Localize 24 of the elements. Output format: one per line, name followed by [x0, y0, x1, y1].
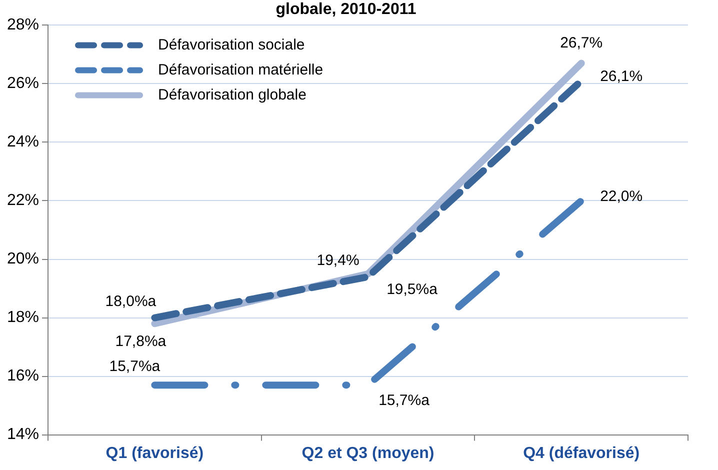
y-tick-label: 26% [6, 75, 40, 92]
data-label: 17,8%a [115, 332, 167, 350]
data-label: 18,0%a [105, 292, 157, 310]
data-label: 22,0% [600, 188, 643, 205]
chart-title: globale, 2010-2011 [276, 1, 416, 18]
legend-label: Défavorisation sociale [158, 36, 305, 54]
y-tick-label: 18% [6, 309, 40, 326]
data-label: 19,5%a [386, 281, 438, 298]
x-tick-label: Q1 (favorisé) [106, 444, 204, 462]
x-tick-label: Q2 et Q3 (moyen) [302, 444, 434, 462]
legend-label: Défavorisation matérielle [158, 61, 324, 78]
y-tick-label: 16% [6, 368, 40, 385]
y-tick-label: 24% [6, 134, 40, 151]
y-tick-label: 14% [6, 426, 40, 444]
y-tick-label: 28% [6, 16, 40, 34]
data-label: 26,1% [600, 68, 643, 85]
x-tick-label: Q4 (défavorisé) [523, 444, 640, 462]
data-label: 15,7%a [109, 358, 161, 376]
data-label: 19,4% [316, 252, 360, 269]
y-tick-label: 22% [6, 192, 40, 210]
legend-label: Défavorisation globale [158, 86, 306, 104]
y-tick-label: 20% [6, 250, 40, 268]
data-label: 15,7%a [378, 392, 430, 410]
data-label: 26,7% [560, 34, 603, 52]
